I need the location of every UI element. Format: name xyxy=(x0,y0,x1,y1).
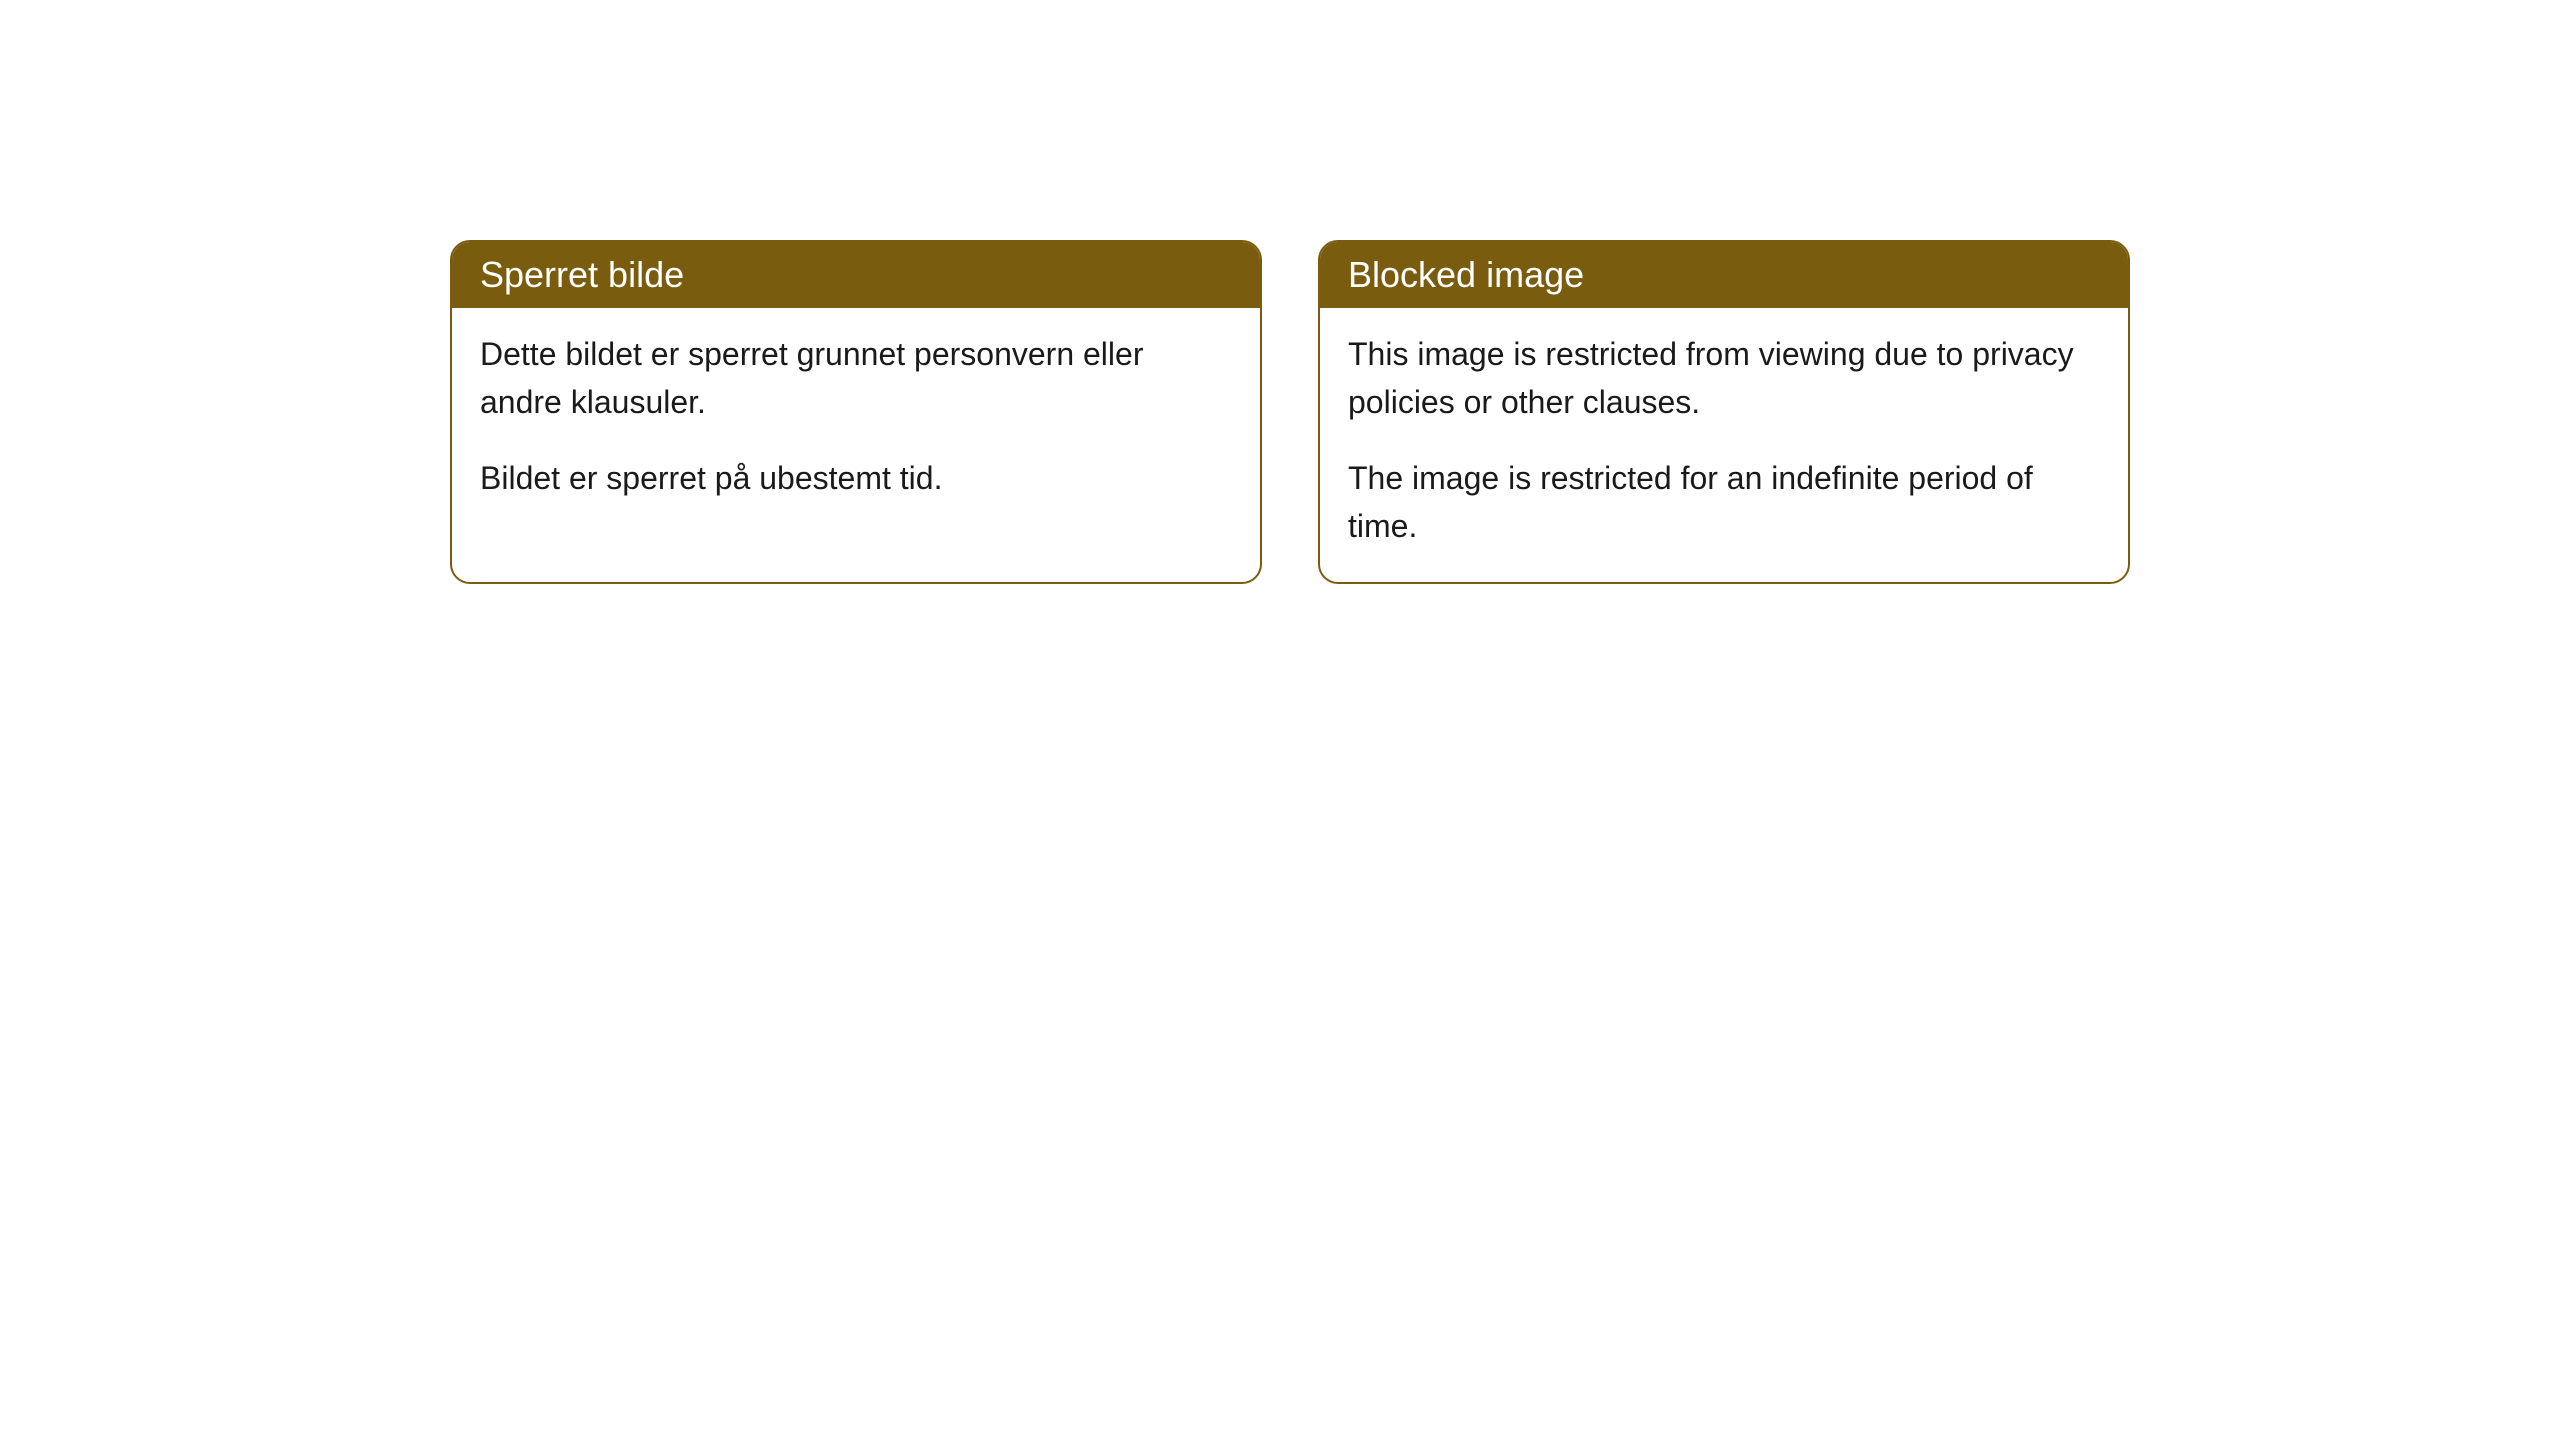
notice-title-norwegian: Sperret bilde xyxy=(480,254,684,295)
notice-paragraph2-english: The image is restricted for an indefinit… xyxy=(1348,454,2100,550)
notice-body-english: This image is restricted from viewing du… xyxy=(1320,308,2128,582)
notice-header-norwegian: Sperret bilde xyxy=(452,242,1260,308)
notice-header-english: Blocked image xyxy=(1320,242,2128,308)
notice-card-english: Blocked image This image is restricted f… xyxy=(1318,240,2130,584)
notice-container: Sperret bilde Dette bildet er sperret gr… xyxy=(0,0,2560,584)
notice-title-english: Blocked image xyxy=(1348,254,1584,295)
notice-card-norwegian: Sperret bilde Dette bildet er sperret gr… xyxy=(450,240,1262,584)
notice-paragraph1-norwegian: Dette bildet er sperret grunnet personve… xyxy=(480,330,1232,426)
notice-paragraph1-english: This image is restricted from viewing du… xyxy=(1348,330,2100,426)
notice-body-norwegian: Dette bildet er sperret grunnet personve… xyxy=(452,308,1260,534)
notice-paragraph2-norwegian: Bildet er sperret på ubestemt tid. xyxy=(480,454,1232,502)
